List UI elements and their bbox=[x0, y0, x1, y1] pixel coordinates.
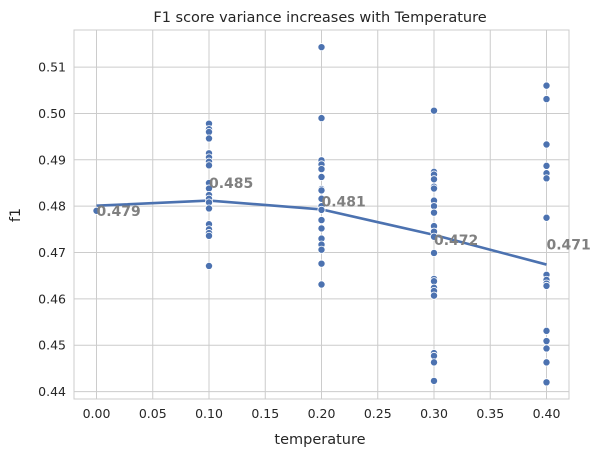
data-label: 0.485 bbox=[209, 176, 253, 192]
y-axis-label: f1 bbox=[8, 208, 24, 222]
y-tick-labels: 0.44 0.45 0.46 0.47 0.48 0.49 0.50 0.51 bbox=[38, 60, 66, 399]
scatter-point bbox=[429, 184, 438, 193]
scatter-point bbox=[92, 206, 101, 215]
scatter-point bbox=[542, 174, 551, 183]
scatter-layer bbox=[92, 43, 551, 387]
scatter-point bbox=[429, 175, 438, 184]
scatter-point bbox=[542, 344, 551, 353]
scatter-point bbox=[542, 140, 551, 149]
x-tick-label: 0.00 bbox=[83, 406, 111, 421]
scatter-point bbox=[317, 224, 326, 233]
y-tick-label: 0.49 bbox=[38, 152, 66, 167]
scatter-point bbox=[542, 213, 551, 222]
scatter-point bbox=[317, 172, 326, 181]
y-tick-label: 0.46 bbox=[38, 291, 66, 306]
scatter-point bbox=[317, 114, 326, 123]
scatter-point bbox=[429, 376, 438, 385]
grid bbox=[74, 30, 569, 399]
data-label: 0.471 bbox=[547, 238, 591, 254]
scatter-point bbox=[542, 161, 551, 170]
x-tick-label: 0.35 bbox=[476, 406, 504, 421]
scatter-point bbox=[204, 134, 213, 143]
scatter-point bbox=[429, 232, 438, 241]
scatter-point bbox=[542, 281, 551, 290]
y-tick-label: 0.45 bbox=[38, 338, 66, 353]
scatter-point bbox=[317, 186, 326, 195]
scatter-point bbox=[429, 106, 438, 115]
data-label-layer: 0.479 0.485 0.481 0.472 0.471 bbox=[97, 176, 591, 254]
scatter-point bbox=[429, 291, 438, 300]
x-tick-labels: 0.00 0.05 0.10 0.15 0.20 0.25 0.30 0.35 0.40 bbox=[83, 406, 561, 421]
x-tick-label: 0.15 bbox=[251, 406, 279, 421]
scatter-point bbox=[429, 358, 438, 367]
x-tick-label: 0.40 bbox=[533, 406, 561, 421]
y-tick-label: 0.48 bbox=[38, 199, 66, 214]
scatter-point bbox=[204, 161, 213, 170]
plot-area-frame bbox=[73, 29, 570, 400]
x-tick-label: 0.20 bbox=[308, 406, 336, 421]
scatter-point bbox=[317, 280, 326, 289]
x-axis-label: temperature bbox=[274, 432, 365, 448]
scatter-point bbox=[542, 95, 551, 104]
x-tick-label: 0.25 bbox=[364, 406, 392, 421]
scatter-point bbox=[317, 216, 326, 225]
x-tick-label: 0.30 bbox=[420, 406, 448, 421]
scatter-point bbox=[429, 208, 438, 217]
y-tick-label: 0.47 bbox=[38, 245, 66, 260]
x-tick-label: 0.05 bbox=[139, 406, 167, 421]
y-tick-label: 0.50 bbox=[38, 106, 66, 121]
scatter-point bbox=[204, 261, 213, 270]
chart-title: F1 score variance increases with Tempera… bbox=[153, 10, 486, 26]
scatter-point bbox=[542, 337, 551, 346]
scatter-point bbox=[317, 205, 326, 214]
scatter-point bbox=[317, 245, 326, 254]
scatter-point bbox=[204, 231, 213, 240]
data-label: 0.472 bbox=[434, 233, 478, 249]
scatter-point bbox=[429, 248, 438, 257]
scatter-point bbox=[317, 43, 326, 52]
scatter-point bbox=[542, 81, 551, 90]
scatter-point bbox=[204, 204, 213, 213]
y-tick-label: 0.44 bbox=[38, 384, 66, 399]
scatter-point bbox=[542, 358, 551, 367]
data-label: 0.479 bbox=[97, 204, 141, 220]
x-tick-label: 0.10 bbox=[195, 406, 223, 421]
scatter-point bbox=[542, 378, 551, 387]
scatter-point bbox=[317, 165, 326, 174]
scatter-point bbox=[542, 326, 551, 335]
data-label: 0.481 bbox=[322, 195, 366, 211]
scatter-point bbox=[317, 259, 326, 268]
y-tick-label: 0.51 bbox=[38, 60, 66, 75]
